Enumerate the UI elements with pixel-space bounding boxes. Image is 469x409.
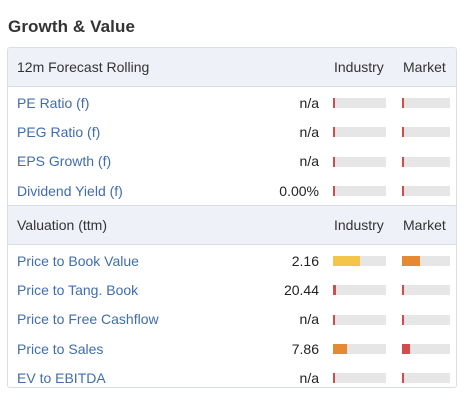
industry-bar-fill: [333, 285, 336, 296]
industry-comparison-bar: [333, 156, 386, 167]
industry-comparison-bar: [333, 285, 386, 296]
valuation-market-column-label: Market: [403, 217, 446, 234]
metric-row: Price to Tang. Book 20.44: [8, 275, 456, 304]
metric-link-dividend-yield[interactable]: Dividend Yield (f): [17, 182, 123, 199]
industry-comparison-bar: [333, 373, 386, 384]
metric-link-price-to-book[interactable]: Price to Book Value: [17, 252, 139, 269]
market-bar-fill: [402, 373, 404, 384]
industry-comparison-bar: [333, 256, 386, 267]
valuation-rows: Price to Book Value 2.16 Price to Tang. …: [8, 245, 456, 387]
market-bar-fill: [402, 156, 404, 167]
market-comparison-bar: [402, 185, 450, 196]
market-comparison-bar: [402, 156, 450, 167]
industry-bar-fill: [333, 373, 335, 384]
metric-link-peg-ratio[interactable]: PEG Ratio (f): [17, 123, 101, 140]
growth-value-panel: 12m Forecast Rolling Industry Market PE …: [7, 47, 457, 388]
metric-link-price-to-sales[interactable]: Price to Sales: [17, 340, 104, 357]
market-comparison-bar: [402, 344, 450, 355]
metric-link-price-to-tang-book[interactable]: Price to Tang. Book: [17, 282, 139, 299]
industry-bar-fill: [333, 256, 360, 267]
industry-bar-fill: [333, 127, 335, 138]
metric-value: n/a: [299, 123, 319, 140]
metric-value: 2.16: [291, 252, 319, 269]
metric-row: EPS Growth (f) n/a: [8, 147, 456, 176]
valuation-industry-column-label: Industry: [334, 217, 384, 234]
metric-row: Price to Book Value 2.16: [8, 246, 456, 275]
industry-comparison-bar: [333, 98, 386, 108]
industry-comparison-bar: [333, 185, 386, 196]
industry-bar-fill: [333, 98, 335, 108]
metric-link-eps-growth[interactable]: EPS Growth (f): [17, 153, 112, 170]
industry-comparison-bar: [333, 344, 386, 355]
market-bar-fill: [402, 127, 404, 138]
metric-row: Dividend Yield (f) 0.00%: [8, 176, 456, 205]
market-bar-fill: [402, 256, 420, 267]
forecast-industry-column-label: Industry: [334, 59, 384, 75]
market-bar-fill: [402, 344, 410, 355]
industry-comparison-bar: [333, 127, 386, 138]
metric-value: n/a: [299, 94, 319, 111]
metric-row: PE Ratio (f) n/a: [8, 88, 456, 117]
widget-title: Growth & Value: [8, 17, 136, 36]
metric-row: Price to Sales 7.86: [8, 334, 456, 363]
metric-value: n/a: [299, 311, 319, 328]
metric-link-ev-to-ebitda[interactable]: EV to EBITDA: [17, 370, 106, 387]
market-comparison-bar: [402, 314, 450, 325]
metric-row: EV to EBITDA n/a: [8, 363, 456, 387]
market-comparison-bar: [402, 127, 450, 138]
metric-value: 7.86: [291, 340, 319, 357]
metric-value: n/a: [299, 370, 319, 387]
metric-row: Price to Free Cashflow n/a: [8, 305, 456, 334]
market-bar-fill: [402, 98, 404, 108]
market-bar-fill: [402, 185, 404, 196]
industry-comparison-bar: [333, 314, 386, 325]
metric-value: 20.44: [283, 282, 319, 299]
forecast-section-header: 12m Forecast Rolling Industry Market: [8, 48, 456, 87]
market-comparison-bar: [402, 373, 450, 384]
valuation-section-header: Valuation (ttm) Industry Market: [8, 205, 456, 246]
metric-row: PEG Ratio (f) n/a: [8, 117, 456, 146]
market-comparison-bar: [402, 98, 450, 108]
industry-bar-fill: [333, 156, 335, 167]
metric-value: 0.00%: [279, 182, 319, 199]
metric-link-pe-ratio[interactable]: PE Ratio (f): [17, 94, 90, 111]
metric-value: n/a: [299, 153, 319, 170]
industry-bar-fill: [333, 344, 347, 355]
forecast-header-label: 12m Forecast Rolling: [17, 59, 150, 75]
forecast-market-column-label: Market: [403, 59, 446, 75]
market-bar-fill: [402, 314, 404, 325]
valuation-header-label: Valuation (ttm): [17, 217, 107, 234]
industry-bar-fill: [333, 314, 335, 325]
market-comparison-bar: [402, 256, 450, 267]
market-comparison-bar: [402, 285, 450, 296]
market-bar-fill: [402, 285, 404, 296]
forecast-rows: PE Ratio (f) n/a PEG Ratio (f) n/a EPS G…: [8, 87, 456, 205]
metric-link-price-to-free-cashflow[interactable]: Price to Free Cashflow: [17, 311, 159, 328]
industry-bar-fill: [333, 185, 335, 196]
